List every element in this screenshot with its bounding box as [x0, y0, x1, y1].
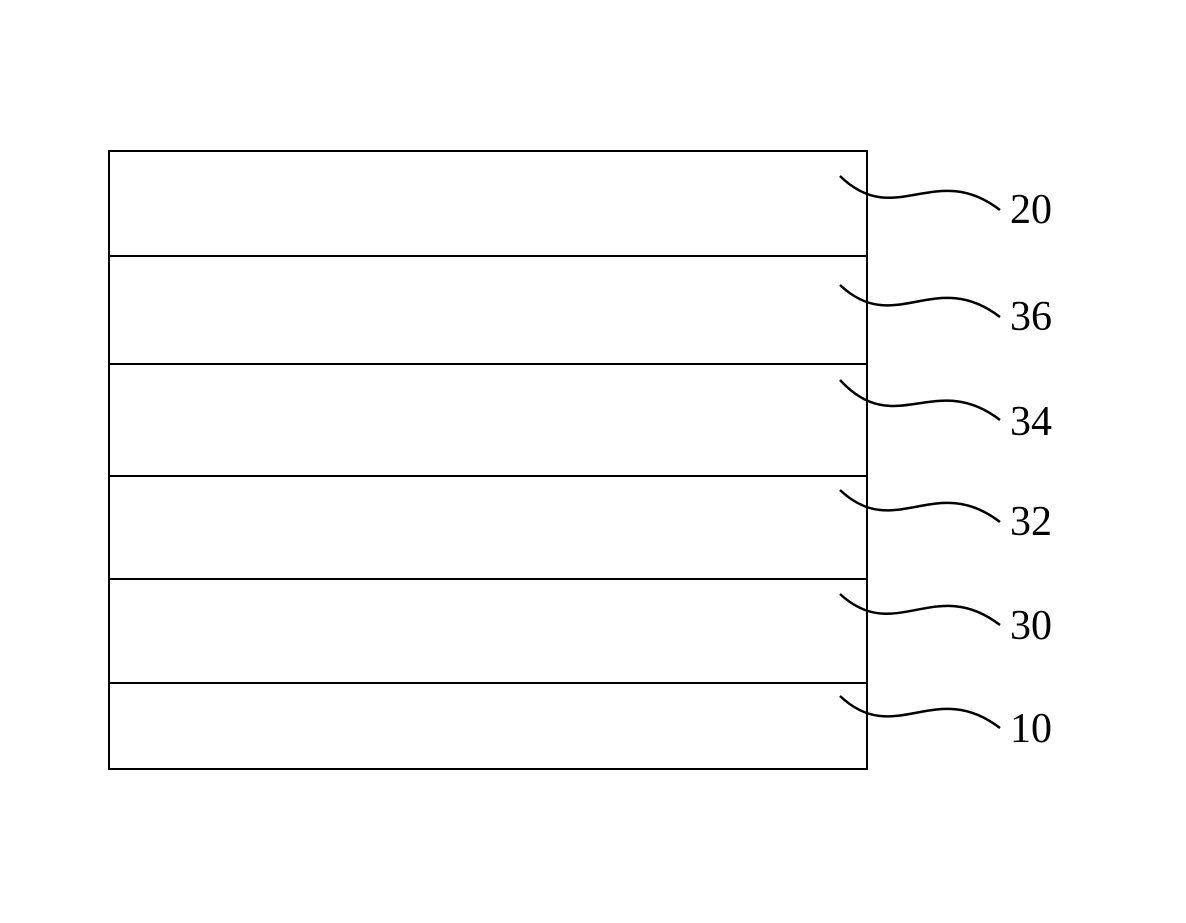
label-10: 10	[1010, 705, 1052, 753]
label-20: 20	[1010, 186, 1052, 234]
label-30: 30	[1010, 602, 1052, 650]
layer-36	[110, 257, 866, 365]
layer-30	[110, 580, 866, 684]
label-36: 36	[1010, 293, 1052, 341]
label-32: 32	[1010, 498, 1052, 546]
layer-32	[110, 477, 866, 580]
layer-34	[110, 365, 866, 477]
label-34: 34	[1010, 398, 1052, 446]
layer-20	[110, 152, 866, 257]
layer-stack-diagram	[108, 150, 868, 770]
